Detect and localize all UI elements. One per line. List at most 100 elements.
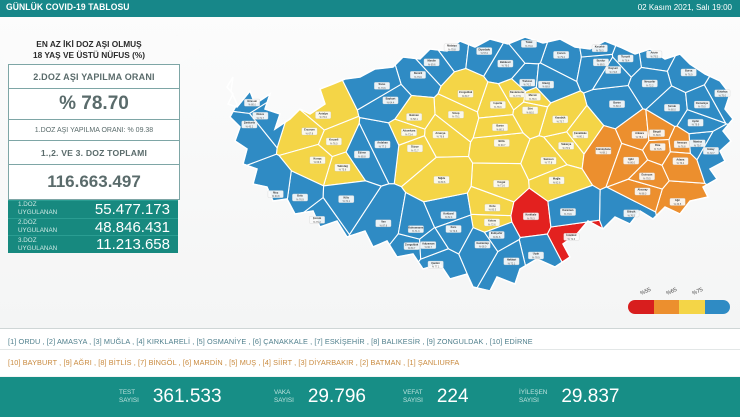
svg-text:% 79.7: % 79.7	[694, 144, 702, 147]
svg-text:% 79.5: % 79.5	[650, 56, 658, 59]
svg-text:Erzurum: Erzurum	[304, 128, 315, 132]
svg-text:Sivas: Sivas	[379, 82, 386, 86]
svg-text:% 78.9: % 78.9	[532, 257, 540, 260]
svg-text:% 57.0: % 57.0	[481, 52, 489, 55]
svg-text:% 79.2: % 79.2	[313, 221, 321, 224]
svg-text:% 74.1: % 74.1	[343, 200, 351, 203]
svg-text:Kastamonu: Kastamonu	[510, 90, 525, 94]
svg-text:% 83.5: % 83.5	[489, 209, 497, 212]
svg-text:Bitlis: Bitlis	[499, 139, 506, 143]
svg-text:Artvin: Artvin	[650, 51, 658, 55]
svg-text:Kırklarel: Kırklarel	[443, 211, 454, 215]
svg-text:Kahramanm: Kahramanm	[408, 225, 424, 229]
svg-text:% 89.6: % 89.6	[438, 181, 446, 184]
svg-text:% 81.6: % 81.6	[493, 236, 501, 239]
svg-text:Kocaeli: Kocaeli	[329, 138, 339, 142]
svg-text:Zonguldak: Zonguldak	[459, 90, 473, 94]
svg-text:% 73.9: % 73.9	[564, 213, 572, 216]
svg-text:% 71.7: % 71.7	[257, 117, 265, 120]
svg-text:% 76.2: % 76.2	[523, 84, 531, 87]
svg-text:Isparta: Isparta	[494, 101, 503, 105]
svg-text:Balıkesir: Balıkesir	[500, 60, 511, 64]
svg-text:Denizli: Denizli	[414, 71, 423, 75]
svg-text:% 43.2: % 43.2	[246, 126, 254, 129]
svg-text:Manisa: Manisa	[693, 140, 702, 144]
svg-text:Sakarya: Sakarya	[561, 142, 572, 146]
svg-text:% 77.5: % 77.5	[513, 95, 521, 98]
svg-text:% 79.6: % 79.6	[414, 76, 422, 79]
svg-text:% 70.6: % 70.6	[450, 230, 458, 233]
svg-text:% 67.8: % 67.8	[306, 132, 314, 135]
svg-text:Afyonkara: Afyonkara	[403, 129, 416, 133]
svg-text:% 74.8: % 74.8	[609, 71, 617, 74]
svg-text:% 80.3: % 80.3	[613, 105, 621, 108]
svg-text:Adana: Adana	[676, 157, 684, 161]
svg-text:% 80.7: % 80.7	[462, 95, 470, 98]
svg-text:% 76.8: % 76.8	[437, 136, 445, 139]
svg-text:% 80.0: % 80.0	[627, 162, 635, 165]
svg-text:Yalova: Yalova	[488, 219, 497, 223]
svg-text:Bolu: Bolu	[297, 194, 303, 198]
svg-text:Karabük: Karabük	[555, 116, 566, 120]
svg-text:Rize: Rize	[655, 143, 661, 147]
svg-text:Yozgat: Yozgat	[497, 180, 505, 184]
svg-text:% 69.6: % 69.6	[428, 63, 436, 66]
svg-text:% 76.8: % 76.8	[678, 145, 686, 148]
svg-text:Ankara: Ankara	[635, 131, 644, 135]
svg-text:Nevşehir: Nevşehir	[644, 80, 655, 84]
svg-text:Elazığ: Elazığ	[542, 81, 550, 85]
svg-text:% 80.3: % 80.3	[496, 128, 504, 131]
svg-text:Aksaray: Aksaray	[638, 188, 649, 192]
svg-text:Sinop: Sinop	[452, 111, 460, 115]
svg-text:% 60.7: % 60.7	[425, 246, 433, 249]
svg-text:Malatya: Malatya	[447, 44, 457, 48]
svg-text:Mersin: Mersin	[529, 93, 538, 97]
svg-text:% 79.0: % 79.0	[698, 106, 706, 109]
svg-text:% 60.0: % 60.0	[668, 109, 676, 112]
svg-text:Trabzon: Trabzon	[522, 79, 532, 83]
svg-text:% 72.7: % 72.7	[707, 152, 715, 155]
svg-text:% 75.6: % 75.6	[339, 169, 347, 172]
svg-text:Erzincan: Erzincan	[641, 173, 652, 177]
svg-text:% 69.6: % 69.6	[653, 134, 661, 137]
svg-text:Kilis: Kilis	[344, 195, 350, 199]
svg-text:Amasya: Amasya	[677, 141, 688, 145]
svg-text:Burdur: Burdur	[597, 59, 606, 63]
svg-text:% 80.0: % 80.0	[248, 104, 256, 107]
svg-text:% 76.9: % 76.9	[685, 74, 693, 77]
svg-text:% 89.5: % 89.5	[597, 63, 605, 66]
svg-text:Kütahya: Kütahya	[717, 90, 728, 94]
svg-text:Ardahan: Ardahan	[377, 141, 388, 145]
svg-text:Kırıkkale: Kırıkkale	[525, 213, 536, 217]
svg-text:Bingöl: Bingöl	[653, 129, 661, 133]
svg-text:% 77.3: % 77.3	[379, 146, 387, 149]
svg-text:Giresun: Giresun	[247, 99, 257, 103]
svg-text:Van: Van	[381, 220, 386, 224]
svg-text:Gaziantep: Gaziantep	[476, 241, 489, 245]
svg-text:% 79.9: % 79.9	[692, 124, 700, 127]
svg-text:Gümüşhane: Gümüşhane	[596, 147, 612, 151]
svg-text:% 68.1: % 68.1	[600, 152, 608, 155]
svg-text:Şırnak: Şırnak	[668, 104, 676, 108]
svg-text:Çorum: Çorum	[557, 51, 566, 55]
svg-text:% 64.4: % 64.4	[387, 101, 395, 104]
svg-text:Kırşehir: Kırşehir	[595, 45, 605, 49]
svg-text:% 71.7: % 71.7	[411, 149, 419, 152]
svg-text:% 80.7: % 80.7	[408, 247, 416, 250]
svg-text:% 78.4: % 78.4	[622, 60, 630, 63]
svg-text:% 78.1: % 78.1	[636, 136, 644, 139]
svg-text:% 82.6: % 82.6	[553, 181, 561, 184]
svg-text:Hatay: Hatay	[707, 147, 715, 151]
svg-text:Muş: Muş	[273, 190, 279, 194]
svg-text:Tunceli: Tunceli	[621, 55, 630, 59]
svg-text:% 58.1: % 58.1	[410, 118, 418, 121]
svg-text:Siirt: Siirt	[528, 107, 533, 111]
svg-text:Niğde: Niğde	[438, 176, 446, 180]
svg-text:% 76.0: % 76.0	[330, 143, 338, 146]
svg-text:% 72.6: % 72.6	[568, 238, 576, 241]
svg-text:Bayburt: Bayburt	[386, 97, 396, 101]
svg-text:Osmaniye: Osmaniye	[696, 101, 709, 105]
svg-text:Edirne: Edirne	[358, 151, 367, 155]
svg-text:Tokat: Tokat	[526, 40, 533, 44]
svg-text:% 82.4: % 82.4	[445, 216, 453, 219]
